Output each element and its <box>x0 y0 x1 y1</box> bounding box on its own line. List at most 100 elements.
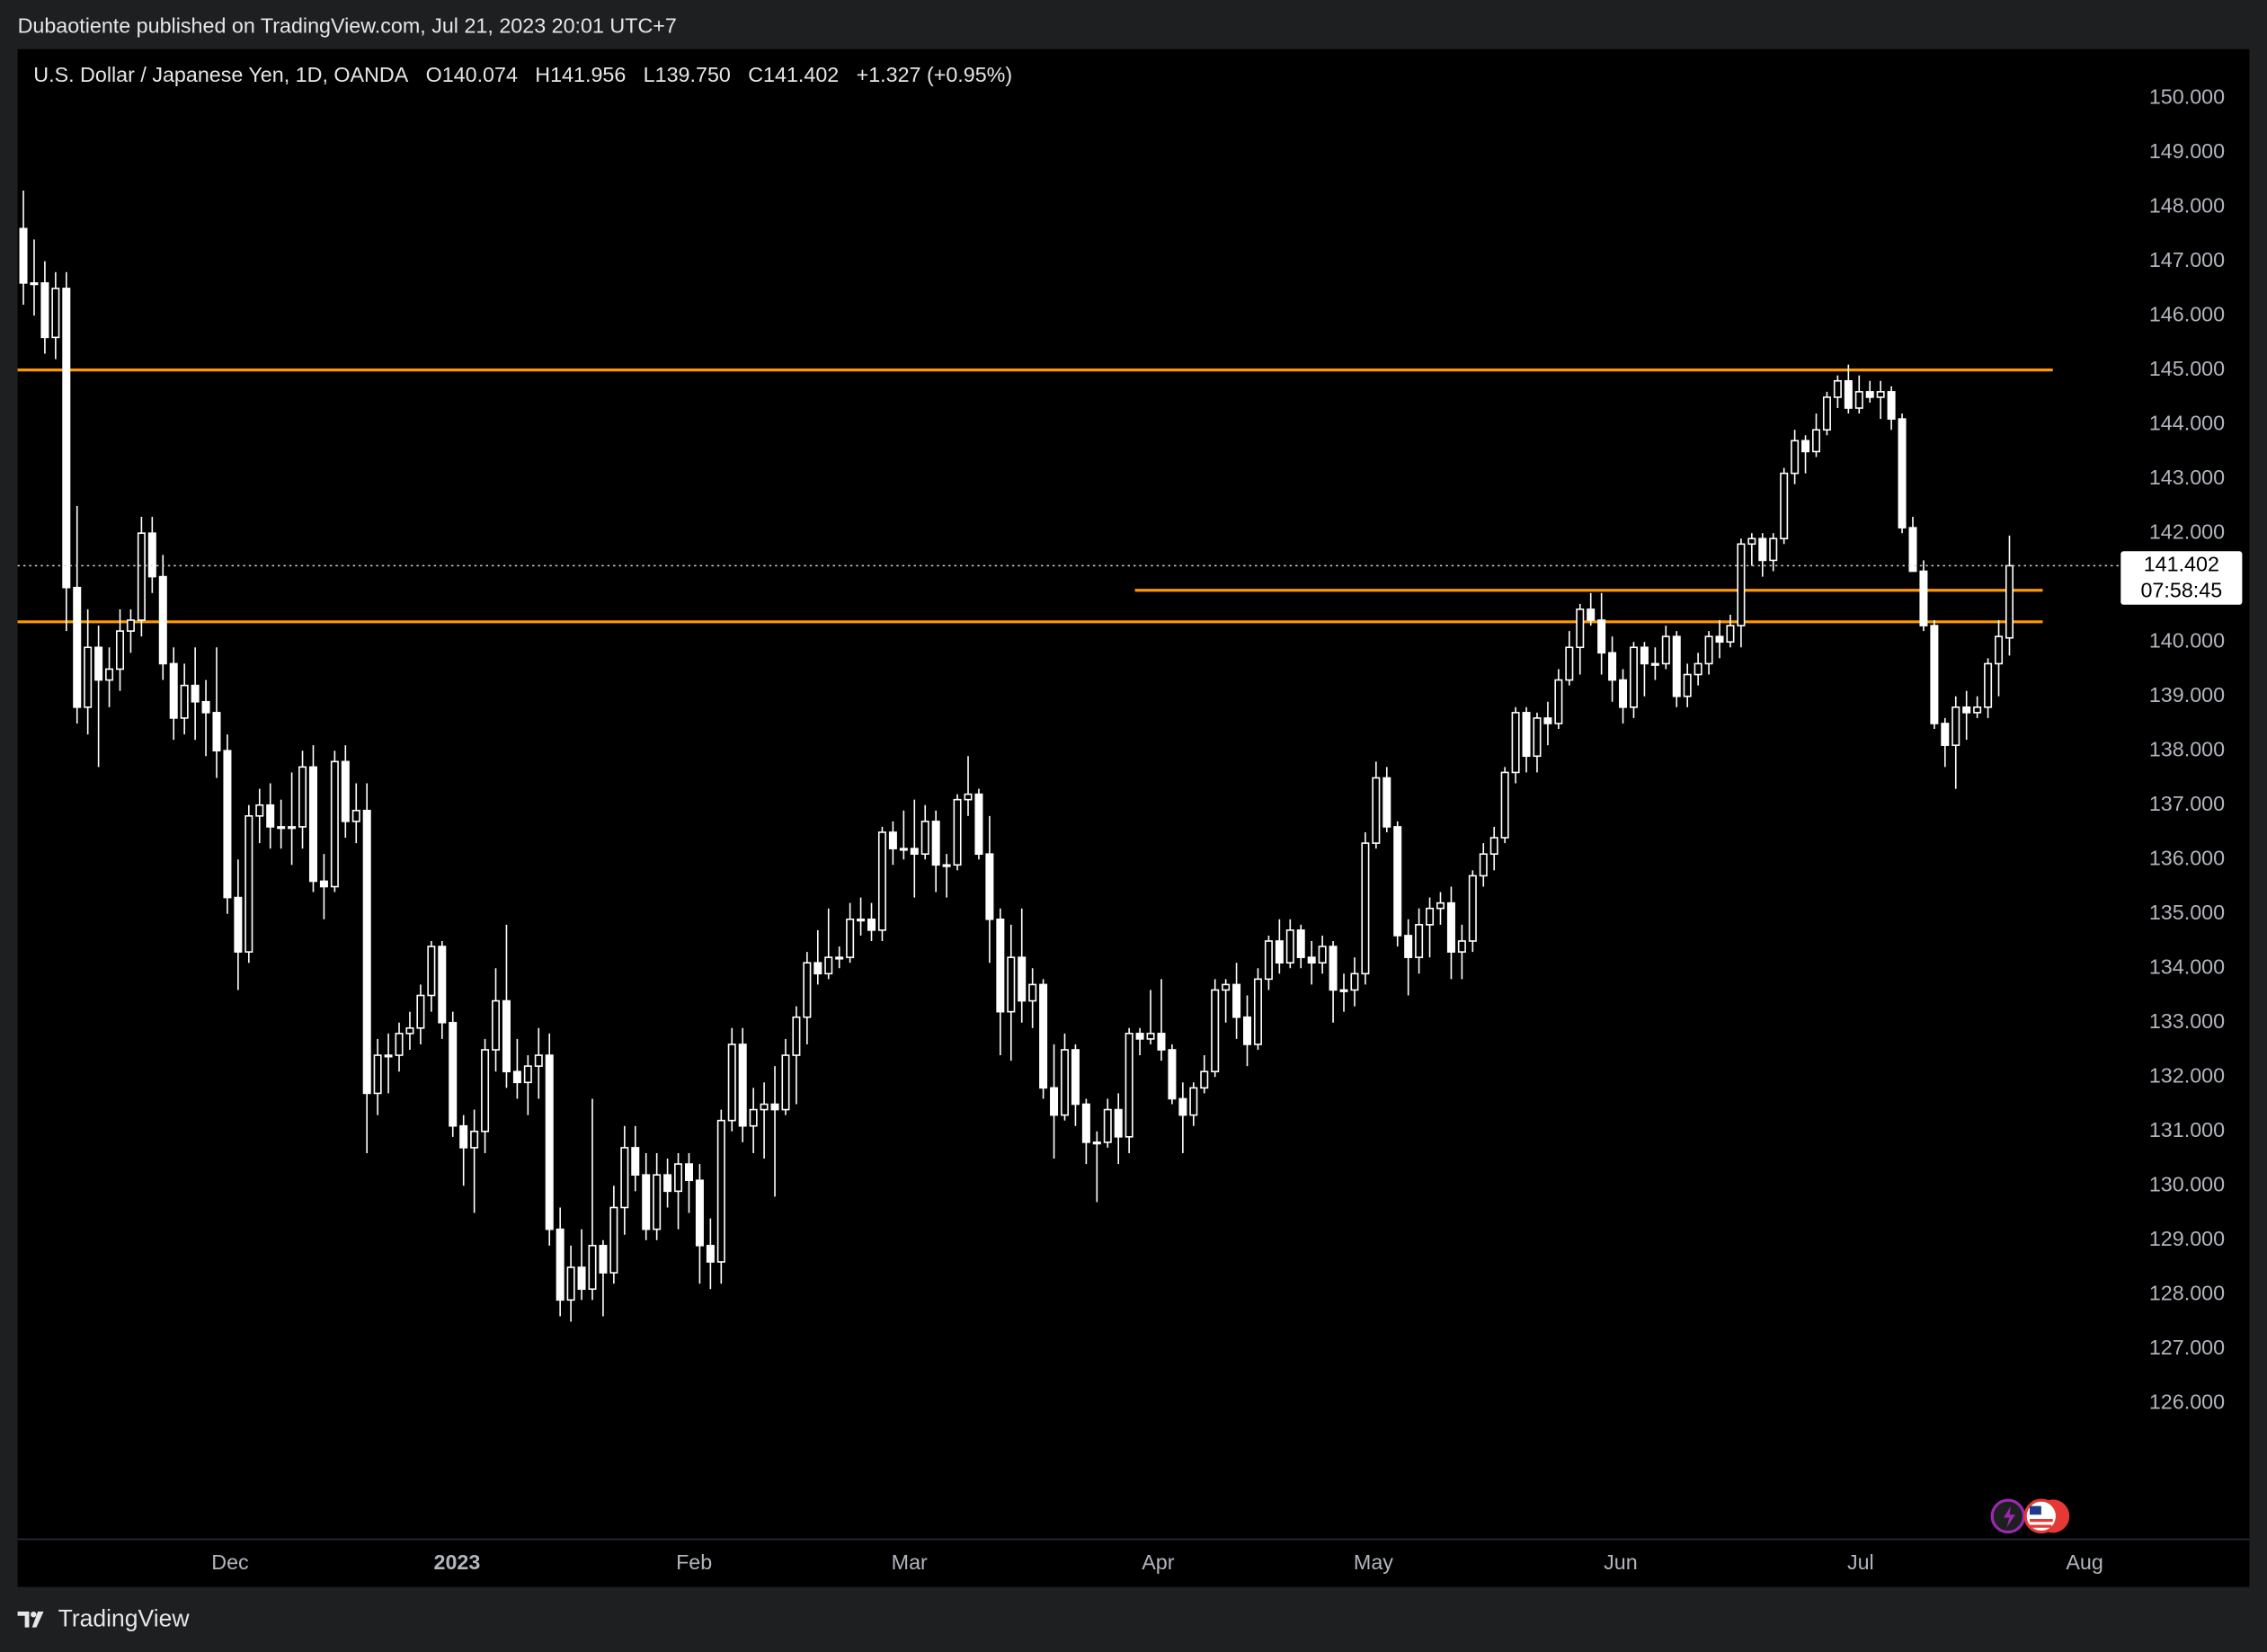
candle-body <box>1243 1016 1252 1045</box>
candle-body <box>588 1245 597 1291</box>
candle-body <box>609 1206 618 1274</box>
candle-body <box>147 532 156 578</box>
candle-body <box>40 282 49 339</box>
logo-dot <box>31 1611 37 1618</box>
candle-body <box>51 288 60 339</box>
candle-body <box>824 956 833 975</box>
candle-body <box>1060 1049 1069 1116</box>
candle-body <box>73 586 82 708</box>
candle-body <box>1436 901 1445 910</box>
candle-body <box>631 1147 640 1176</box>
candle-body <box>1168 1049 1177 1100</box>
candle-body <box>1018 956 1027 1002</box>
candle-body <box>266 804 275 828</box>
candle-body <box>792 1016 801 1056</box>
candle-body <box>1833 379 1842 398</box>
candle-body <box>996 918 1005 1013</box>
candle-body <box>384 1054 393 1058</box>
candle-body <box>438 946 447 1024</box>
candle-body <box>137 532 146 621</box>
candle-body <box>1489 837 1498 855</box>
legend: U.S. Dollar / Japanese Yen, 1D, OANDA O1… <box>33 63 1012 86</box>
candle-body <box>1930 625 1939 724</box>
candle-body <box>105 668 114 681</box>
bar-countdown: 07:58:45 <box>2140 578 2222 601</box>
candle-body <box>534 1054 543 1067</box>
candle-body <box>1211 989 1220 1073</box>
candle-body <box>877 831 886 931</box>
candle-body <box>1694 662 1702 676</box>
candle-body <box>899 848 908 851</box>
candle-body <box>1500 771 1509 839</box>
candle-body <box>158 575 167 665</box>
candle-body <box>1854 391 1863 409</box>
y-tick-label: 138.000 <box>2149 737 2225 760</box>
candle-body <box>577 1266 586 1291</box>
candle-body <box>803 962 812 1018</box>
candle-body <box>1350 973 1359 991</box>
candle-body <box>1253 978 1262 1045</box>
candle-body <box>716 1119 725 1263</box>
candle-body <box>1114 1108 1123 1138</box>
candle-body <box>738 1044 747 1127</box>
candle-body <box>1232 983 1241 1018</box>
candle-body <box>1307 956 1316 964</box>
y-tick-label: 137.000 <box>2149 792 2225 815</box>
candle-body <box>19 227 28 284</box>
brand-name: TradingView <box>58 1605 191 1632</box>
candle-body <box>1533 717 1542 758</box>
x-tick-label: Mar <box>892 1550 928 1574</box>
candle-body <box>351 809 360 822</box>
candle-body <box>308 766 317 883</box>
candle-body <box>373 1054 382 1095</box>
candle-body <box>706 1245 715 1263</box>
y-tick-label: 133.000 <box>2149 1009 2225 1033</box>
candle-body <box>813 962 822 975</box>
candle-body <box>1457 940 1466 953</box>
candle-body <box>770 1103 779 1111</box>
candle-body <box>1811 429 1821 453</box>
candle-body <box>1587 608 1596 621</box>
candle-body <box>255 804 264 817</box>
candle-body <box>1361 842 1370 975</box>
candle-body <box>512 1070 521 1084</box>
open-label: O <box>426 63 442 86</box>
candle-body <box>1822 396 1831 431</box>
candle-body <box>1941 723 1950 746</box>
y-tick-label: 145.000 <box>2149 357 2225 380</box>
candle-body <box>1554 679 1563 724</box>
y-tick-label: 148.000 <box>2149 193 2225 217</box>
candle-body <box>846 918 855 958</box>
candle-body <box>1683 673 1692 697</box>
candle-body <box>1372 777 1381 844</box>
candle-body <box>212 712 221 752</box>
candle-body <box>244 815 253 953</box>
candle-body <box>888 831 897 849</box>
candle-body <box>749 1108 758 1127</box>
candle-body <box>523 1065 532 1084</box>
logo <box>17 1611 44 1628</box>
candle-body <box>727 1044 736 1122</box>
candle-body <box>115 630 125 671</box>
candle-body <box>1296 929 1305 958</box>
symbol: U.S. Dollar / Japanese Yen, 1D, OANDA <box>33 63 408 86</box>
candle-body <box>288 826 297 830</box>
candle-body <box>84 646 93 708</box>
candle-body <box>1028 983 1037 1002</box>
candle-body <box>1640 646 1649 665</box>
icon-bolt <box>2004 1505 2015 1528</box>
y-tick-label: 130.000 <box>2149 1172 2225 1195</box>
y-tick-label: 147.000 <box>2149 248 2225 271</box>
candle-body <box>1672 635 1681 697</box>
candle-body <box>1329 946 1338 991</box>
candle-body <box>1135 1033 1144 1040</box>
y-tick-label: 150.000 <box>2149 84 2225 108</box>
candle-body <box>180 684 189 719</box>
candle-body <box>1007 956 1016 1013</box>
candle-body <box>1650 662 1659 666</box>
candle-body <box>234 896 243 953</box>
candle-body <box>1415 924 1424 958</box>
candle-body <box>1264 940 1273 981</box>
event-icons[interactable] <box>1990 1498 2070 1534</box>
candle-body <box>857 918 866 922</box>
